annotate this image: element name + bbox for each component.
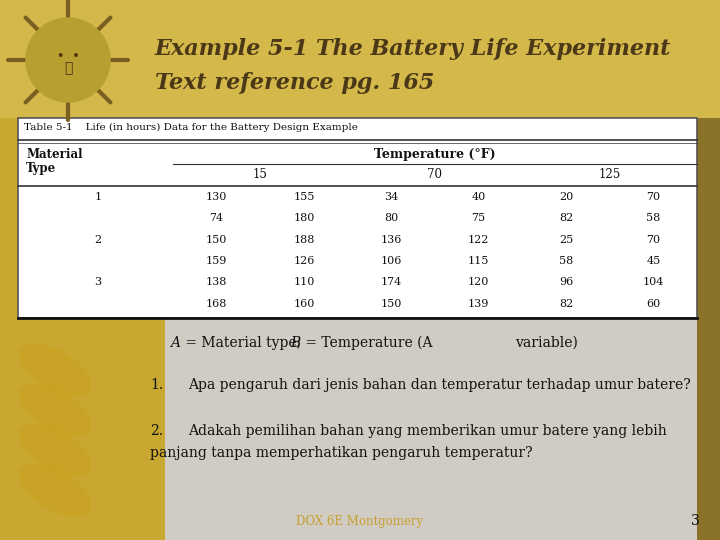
Text: 25: 25: [559, 235, 573, 245]
Text: 2.: 2.: [150, 424, 163, 438]
Text: Type: Type: [26, 162, 56, 175]
Text: 159: 159: [206, 256, 228, 266]
Circle shape: [26, 18, 110, 102]
Text: 150: 150: [381, 299, 402, 309]
Bar: [0, 310, 720, 540]
Text: Temperature (°F): Temperature (°F): [374, 148, 496, 161]
Text: 1: 1: [94, 192, 102, 202]
Text: Text reference pg. 165: Text reference pg. 165: [155, 72, 434, 94]
Text: 3: 3: [94, 278, 102, 287]
Text: 188: 188: [293, 235, 315, 245]
Ellipse shape: [19, 383, 91, 436]
Text: 15: 15: [253, 168, 268, 181]
Text: 139: 139: [468, 299, 490, 309]
Text: panjang tanpa memperhatikan pengaruh temperatur?: panjang tanpa memperhatikan pengaruh tem…: [150, 446, 533, 460]
Ellipse shape: [19, 463, 91, 516]
Text: Adakah pemilihan bahan yang memberikan umur batere yang lebih: Adakah pemilihan bahan yang memberikan u…: [188, 424, 667, 438]
Bar: [18, 118, 697, 318]
Text: 115: 115: [468, 256, 490, 266]
Text: B: B: [290, 336, 300, 350]
Text: 80: 80: [384, 213, 398, 224]
Text: 70: 70: [647, 192, 660, 202]
Text: 110: 110: [293, 278, 315, 287]
Text: 1.: 1.: [150, 378, 163, 392]
Text: 160: 160: [293, 299, 315, 309]
Text: 168: 168: [206, 299, 228, 309]
Text: 2: 2: [94, 235, 102, 245]
Text: 20: 20: [559, 192, 573, 202]
Text: 74: 74: [210, 213, 224, 224]
Text: 174: 174: [381, 278, 402, 287]
Text: 104: 104: [643, 278, 664, 287]
Text: 136: 136: [381, 235, 402, 245]
Text: 3: 3: [691, 514, 700, 528]
Text: variable): variable): [515, 336, 578, 350]
Text: 120: 120: [468, 278, 490, 287]
Text: •  •: • •: [57, 50, 79, 63]
Bar: [0, 0, 720, 118]
Text: 138: 138: [206, 278, 228, 287]
Text: 82: 82: [559, 299, 573, 309]
Text: = Temperature (A: = Temperature (A: [301, 336, 433, 350]
Text: Material: Material: [26, 148, 83, 161]
Text: 58: 58: [559, 256, 573, 266]
Bar: [0, 0, 720, 310]
Text: 70: 70: [428, 168, 443, 181]
Ellipse shape: [19, 423, 91, 476]
Text: Table 5-1    Life (in hours) Data for the Battery Design Example: Table 5-1 Life (in hours) Data for the B…: [24, 123, 358, 132]
Text: 45: 45: [647, 256, 660, 266]
Text: Apa pengaruh dari jenis bahan dan temperatur terhadap umur batere?: Apa pengaruh dari jenis bahan dan temper…: [188, 378, 690, 392]
Ellipse shape: [19, 343, 91, 396]
Text: A: A: [170, 336, 180, 350]
Text: 58: 58: [647, 213, 660, 224]
Text: 82: 82: [559, 213, 573, 224]
Text: Example 5-1 The Battery Life Experiment: Example 5-1 The Battery Life Experiment: [155, 38, 671, 60]
Text: 126: 126: [293, 256, 315, 266]
Text: 106: 106: [381, 256, 402, 266]
Text: 75: 75: [472, 213, 486, 224]
Text: 180: 180: [293, 213, 315, 224]
Text: 34: 34: [384, 192, 398, 202]
Text: DOX 6E Montgomery: DOX 6E Montgomery: [297, 515, 423, 528]
Text: 60: 60: [647, 299, 660, 309]
Bar: [0, 118, 165, 540]
Text: 150: 150: [206, 235, 228, 245]
Text: 122: 122: [468, 235, 490, 245]
Text: 70: 70: [647, 235, 660, 245]
Text: ⌣: ⌣: [64, 61, 72, 75]
Text: = Material type;: = Material type;: [181, 336, 305, 350]
Text: 40: 40: [472, 192, 486, 202]
Bar: [697, 118, 720, 540]
Text: 130: 130: [206, 192, 228, 202]
Text: 96: 96: [559, 278, 573, 287]
Text: 155: 155: [293, 192, 315, 202]
Text: 125: 125: [598, 168, 621, 181]
